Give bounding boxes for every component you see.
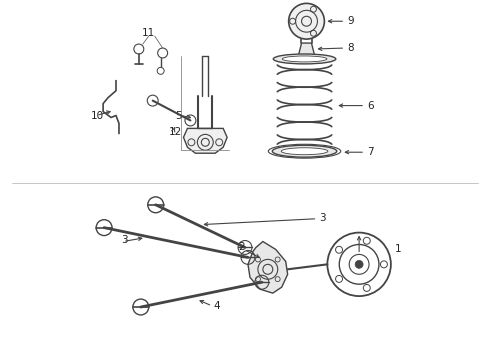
Polygon shape (298, 43, 315, 55)
Text: 2: 2 (238, 243, 245, 252)
Ellipse shape (272, 145, 337, 157)
Circle shape (355, 260, 363, 268)
Text: 7: 7 (367, 147, 374, 157)
Polygon shape (183, 129, 227, 153)
Ellipse shape (273, 54, 336, 64)
Ellipse shape (282, 56, 327, 62)
Text: 12: 12 (169, 127, 182, 138)
Polygon shape (248, 242, 288, 293)
Text: 6: 6 (367, 100, 374, 111)
Text: 8: 8 (347, 43, 354, 53)
Text: 4: 4 (213, 301, 220, 311)
Ellipse shape (281, 148, 328, 155)
Text: 5: 5 (175, 111, 182, 121)
Text: 9: 9 (347, 16, 354, 26)
Text: 3: 3 (121, 234, 127, 244)
Circle shape (289, 3, 324, 39)
Text: 11: 11 (142, 28, 155, 38)
Text: 1: 1 (395, 244, 401, 255)
Text: 10: 10 (91, 111, 104, 121)
Text: 3: 3 (319, 213, 326, 223)
